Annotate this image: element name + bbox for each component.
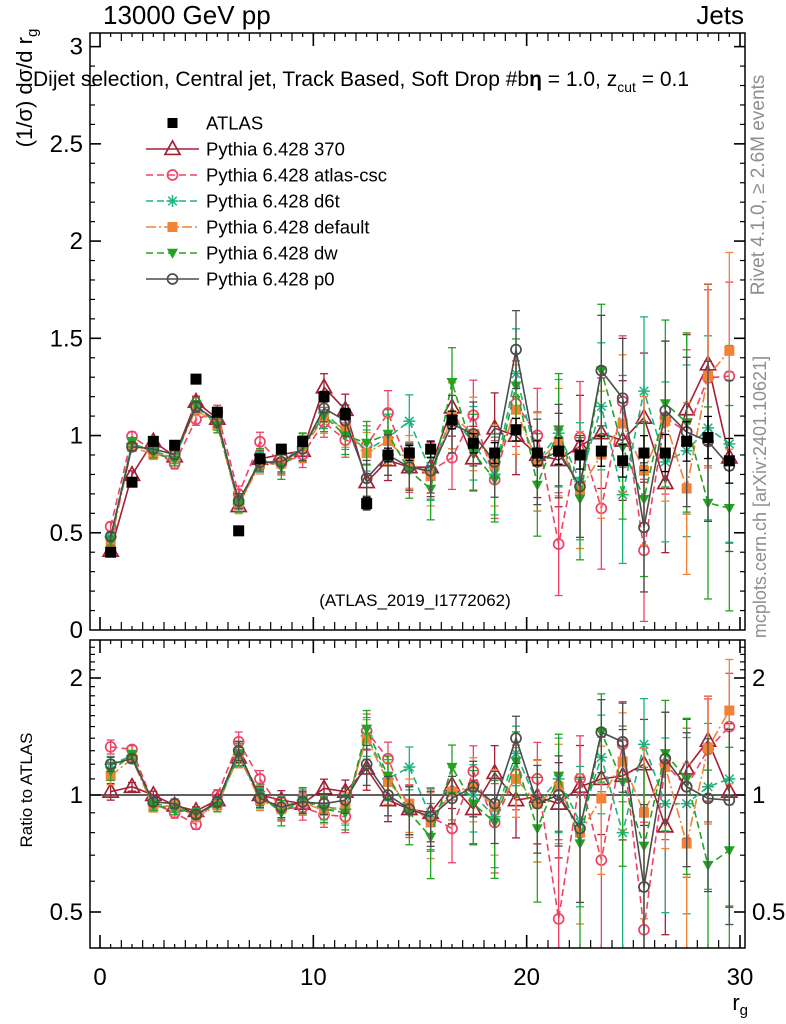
tick-label: 3 — [70, 34, 83, 61]
y-axis-label-main-sub: g — [24, 29, 41, 37]
title-energy: 13000 GeV pp — [103, 0, 271, 30]
legend-entry-Pythia 6.428 default: Pythia 6.428 default — [146, 217, 370, 238]
subtitle-mid: = 1.0, z — [542, 68, 617, 91]
tick-label: 1 — [70, 782, 83, 809]
y-axis-label-main-text: (1/σ) dσ/d r — [12, 37, 37, 147]
tick-label: 2 — [70, 665, 83, 692]
main-panel-series — [101, 251, 739, 623]
legend-label: Pythia 6.428 370 — [206, 139, 345, 160]
ratio-series-Pythia 6.428 p0 — [104, 699, 736, 948]
subtitle-subscript: cut — [617, 79, 636, 95]
x-axis-label: rg — [732, 990, 748, 1019]
subtitle-eta: η — [529, 68, 542, 91]
main-series-ATLAS — [105, 373, 735, 558]
legend-label: ATLAS — [206, 113, 263, 134]
y-axis-label-main: (1/σ) dσ/d rg — [12, 29, 41, 148]
x-axis-label-text: r — [732, 990, 739, 1015]
legend-label: Pythia 6.428 dw — [206, 243, 338, 264]
analysis-id-watermark: (ATLAS_2019_I1772062) — [319, 591, 511, 610]
legend-label: Pythia 6.428 default — [206, 217, 370, 238]
tick-label: 1 — [752, 782, 765, 809]
axis-tick-labels: 00.511.522.530.5 0.51 12 20 10 20 30 — [50, 34, 786, 991]
ratio-series-Pythia 6.428 atlas-csc — [104, 672, 736, 948]
ratio-series-Pythia 6.428 default — [105, 658, 735, 948]
tick-label: 0.5 — [50, 520, 83, 547]
subtitle-tail: = 0.1 — [636, 68, 689, 91]
tick-label: 20 — [513, 964, 540, 991]
main-plot-frame — [89, 32, 746, 631]
subtitle-pre: Dijet selection, Central jet, Track Base… — [33, 68, 529, 91]
tick-label: 0.5 — [752, 899, 785, 926]
legend-entry-Pythia 6.428 atlas-csc: Pythia 6.428 atlas-csc — [146, 165, 387, 186]
legend: ATLAS Pythia 6.428 370 Pythia 6.428 atlas-… — [146, 113, 387, 290]
legend-entry-Pythia 6.428 dw: Pythia 6.428 dw — [146, 243, 338, 264]
tick-label: 10 — [300, 964, 327, 991]
tick-label: 0 — [93, 964, 106, 991]
title-process: Jets — [696, 0, 744, 30]
legend-entry-ATLAS: ATLAS — [167, 113, 263, 134]
legend-entry-Pythia 6.428 370: Pythia 6.428 370 — [146, 139, 345, 160]
tick-label: 2 — [70, 228, 83, 255]
tick-label: 2.5 — [50, 131, 83, 158]
selection-subtitle: Dijet selection, Central jet, Track Base… — [33, 68, 689, 95]
tick-label: 0.5 — [50, 899, 83, 926]
legend-entry-Pythia 6.428 d6t: Pythia 6.428 d6t — [146, 191, 340, 212]
tick-label: 2 — [752, 665, 765, 692]
rivet-version-note: Rivet 4.1.0, ≥ 2.6M events — [748, 75, 769, 296]
tick-label: 0 — [70, 617, 83, 644]
legend-label: Pythia 6.428 p0 — [206, 269, 335, 290]
tick-label: 1.5 — [50, 325, 83, 352]
x-axis-label-sub: g — [740, 1002, 748, 1019]
legend-entry-Pythia 6.428 p0: Pythia 6.428 p0 — [146, 269, 335, 290]
legend-label: Pythia 6.428 d6t — [206, 191, 340, 212]
tick-label: 1 — [70, 423, 83, 450]
ratio-panel-series — [90, 658, 745, 948]
tick-label: 30 — [727, 964, 754, 991]
ratio-plot-frame — [89, 639, 746, 949]
y-axis-label-ratio: Ratio to ATLAS — [17, 733, 36, 848]
legend-label: Pythia 6.428 atlas-csc — [206, 165, 387, 186]
mcplots-arxiv-note: mcplots.cern.ch [arXiv:2401.10621] — [750, 356, 770, 638]
